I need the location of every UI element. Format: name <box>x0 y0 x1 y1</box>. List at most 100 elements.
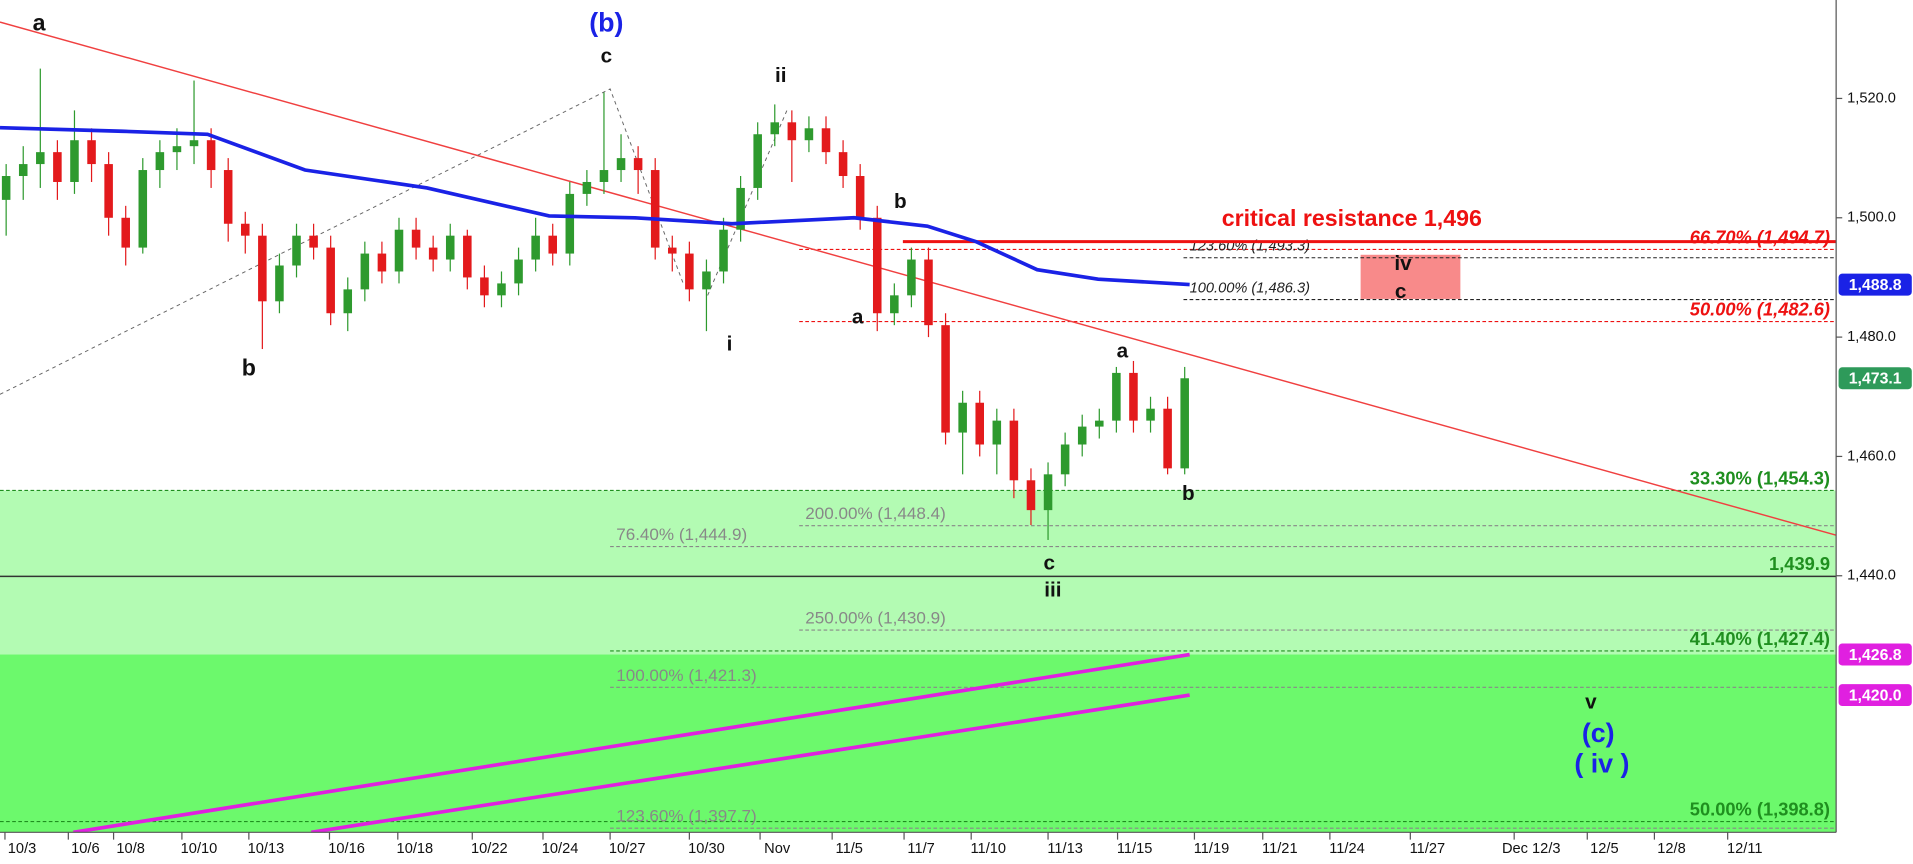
candle-body <box>258 235 267 302</box>
candle-body <box>172 146 182 153</box>
candle-body <box>702 271 711 290</box>
candle-body <box>326 247 335 314</box>
x-tick-label: 11/10 <box>971 841 1007 857</box>
candle-body <box>872 217 882 314</box>
wave-label: c <box>1395 280 1407 303</box>
wave-label: v <box>1585 691 1597 714</box>
candle-body <box>855 176 865 218</box>
candle-body <box>838 152 848 177</box>
candle-body <box>1163 408 1172 469</box>
candle-body <box>155 152 165 171</box>
target-box <box>1360 254 1461 299</box>
y-tick-label: 1,520.0 <box>1847 90 1896 106</box>
overlay-line <box>73 652 1190 835</box>
candle-body <box>377 253 387 272</box>
candle-body <box>1180 378 1189 469</box>
x-tick-label: 10/13 <box>248 841 285 857</box>
candle-body <box>87 140 96 165</box>
x-tick-label: 10/6 <box>71 841 99 857</box>
price-tag-label: 1,488.8 <box>1849 277 1902 294</box>
wave-label: iii <box>1044 579 1061 602</box>
candle-body <box>445 235 455 260</box>
price-tag <box>1838 643 1912 666</box>
x-tick-label: 10/24 <box>542 841 579 857</box>
level-label: 41.40% (1,427.4) <box>1690 628 1830 649</box>
level-label: 1,439.9 <box>1769 553 1830 574</box>
candle-body <box>1009 420 1019 481</box>
resistance-label: critical resistance 1,496 <box>1222 205 1482 231</box>
candle-body <box>1 176 11 200</box>
candle-body <box>668 247 677 254</box>
wave-label: i <box>727 332 733 355</box>
x-tick-label: 11/24 <box>1329 841 1365 857</box>
candle-body <box>650 170 660 248</box>
x-tick-label: 10/30 <box>688 841 725 857</box>
zone <box>0 490 1837 655</box>
candle-body <box>770 122 780 135</box>
candle-body <box>343 289 353 314</box>
candle-body <box>1146 408 1155 421</box>
wave-label: c <box>1043 552 1055 575</box>
candle-body <box>18 164 28 177</box>
candle-body <box>958 402 967 433</box>
level-label: 123.60% (1,397.7) <box>616 807 756 826</box>
candle-body <box>497 283 506 296</box>
candle-body <box>360 253 370 290</box>
candle-body <box>411 229 421 248</box>
axis-bottom-panel <box>0 832 1837 864</box>
y-tick-label: 1,460.0 <box>1847 448 1896 464</box>
candle-body <box>941 325 950 433</box>
x-tick-label: 10/3 <box>8 841 36 857</box>
level-label: 50.00% (1,398.8) <box>1690 798 1830 819</box>
candle-body <box>1026 480 1036 511</box>
candle-body <box>189 140 199 147</box>
x-tick-label: 11/15 <box>1117 841 1153 857</box>
wave-label: a <box>1117 340 1129 363</box>
candle-body <box>121 217 130 248</box>
candle-body <box>975 402 984 445</box>
x-tick-label: Dec 12/3 <box>1502 841 1561 857</box>
price-tag <box>1838 273 1912 296</box>
candle-body <box>70 140 79 182</box>
x-tick-label: 12/8 <box>1657 841 1685 857</box>
candle-body <box>275 265 284 302</box>
candle-body <box>804 128 814 141</box>
candle-body <box>138 170 148 248</box>
wave-label: a <box>852 306 864 329</box>
candle-body <box>565 193 575 254</box>
candle-body <box>924 259 933 326</box>
candle-body <box>104 164 113 218</box>
level-label: 33.30% (1,454.3) <box>1690 467 1830 488</box>
x-tick-label: 11/5 <box>836 841 863 857</box>
candle-body <box>753 134 762 188</box>
candle-body <box>890 295 899 314</box>
candle-body <box>787 122 797 141</box>
x-tick-label: 11/21 <box>1262 841 1298 857</box>
candle-body <box>428 247 438 260</box>
candle-body <box>394 229 404 272</box>
wave-label: b <box>242 354 256 380</box>
level-label: 50.00% (1,482.6) <box>1690 298 1830 319</box>
axis-panel <box>1836 0 1913 864</box>
wave-label: a <box>33 10 47 36</box>
x-tick-label: 10/22 <box>471 841 508 857</box>
overlay-line <box>310 693 1190 835</box>
level-label: 200.00% (1,448.4) <box>805 504 945 523</box>
level-label: 100.00% (1,421.3) <box>616 666 756 685</box>
candle-body <box>685 253 694 290</box>
candle-body <box>736 187 745 230</box>
wave-label: c <box>601 45 613 68</box>
overlay-line <box>0 21 1837 536</box>
candle-body <box>633 158 643 171</box>
wave-label: ( iv ) <box>1574 748 1629 778</box>
candle-body <box>241 223 250 236</box>
candle-body <box>1077 426 1087 445</box>
candle-body <box>514 259 523 284</box>
candle-body <box>582 181 592 194</box>
candle-body <box>1060 444 1070 475</box>
y-tick-label: 1,500.0 <box>1847 210 1896 226</box>
x-tick-label: 11/13 <box>1047 841 1083 857</box>
y-tick-label: 1,480.0 <box>1847 329 1896 345</box>
